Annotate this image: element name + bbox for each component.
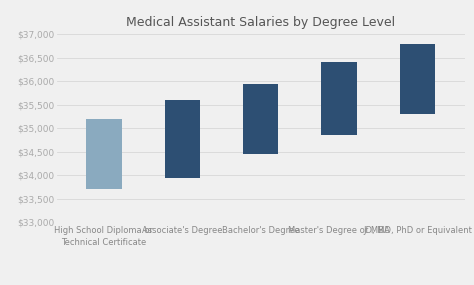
- Title: Medical Assistant Salaries by Degree Level: Medical Assistant Salaries by Degree Lev…: [126, 16, 395, 29]
- Bar: [164, 100, 200, 178]
- Bar: [86, 119, 121, 190]
- Bar: [400, 44, 435, 114]
- Bar: [321, 62, 357, 135]
- Bar: [243, 84, 278, 154]
